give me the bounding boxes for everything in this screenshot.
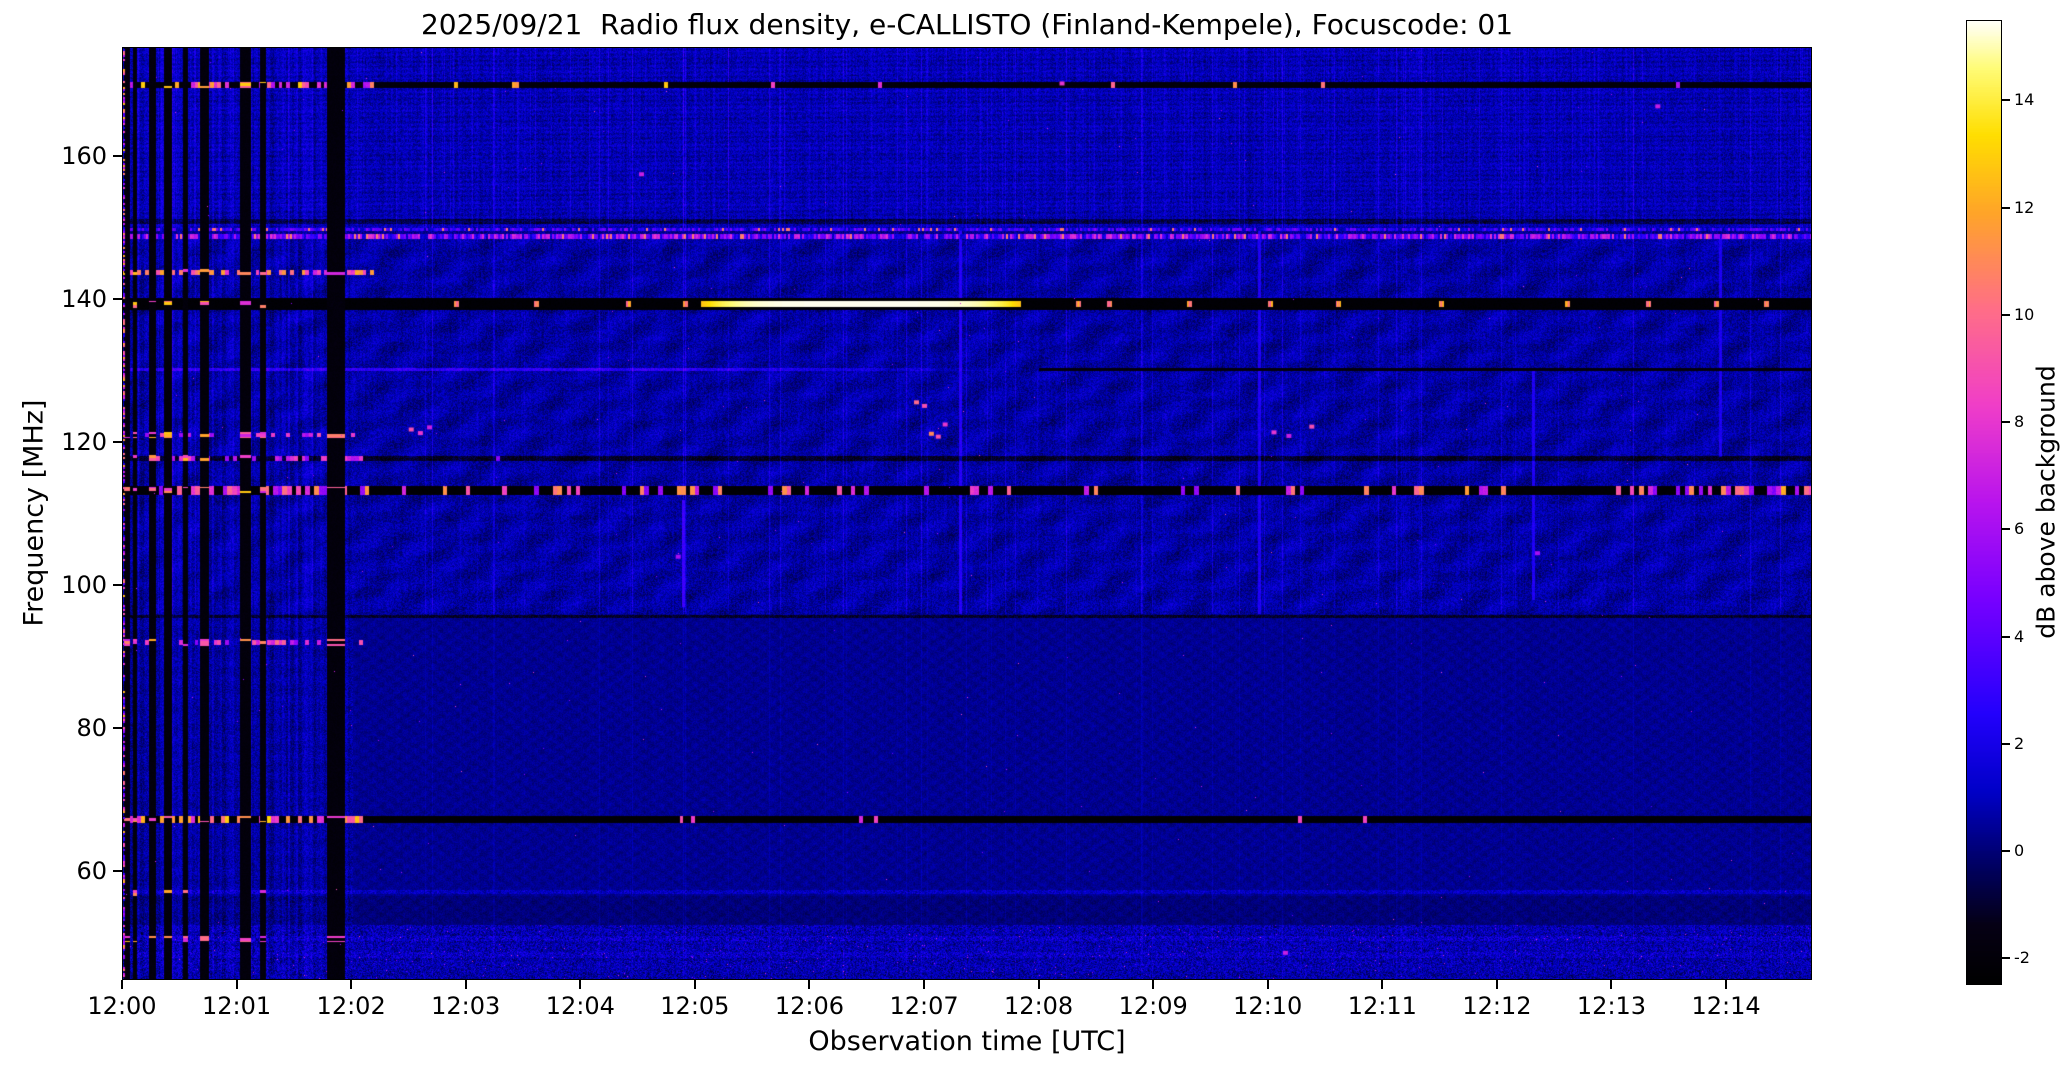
colorbar-tick-label: 0	[2014, 840, 2025, 860]
x-tick-label: 12:13	[1576, 992, 1647, 1020]
x-tick-mark	[235, 980, 238, 989]
x-tick-label: 12:06	[774, 992, 845, 1020]
y-tick-label: 80	[76, 714, 107, 743]
x-tick-mark	[464, 980, 467, 989]
x-tick-label: 12:07	[889, 992, 959, 1020]
x-tick-mark	[1381, 980, 1384, 989]
x-tick-mark	[1152, 980, 1155, 989]
colorbar-canvas	[1966, 20, 2002, 985]
y-axis-label: Frequency [MHz]	[18, 399, 50, 627]
x-tick-mark	[1725, 980, 1728, 989]
colorbar-tick-mark	[2002, 99, 2010, 102]
y-tick-mark	[113, 155, 122, 158]
x-tick-mark	[808, 980, 811, 989]
x-tick-label: 12:09	[1118, 992, 1188, 1020]
colorbar-tick-label: 12	[2014, 197, 2035, 217]
colorbar-tick-label: 2	[2014, 733, 2025, 753]
x-tick-label: 12:10	[1233, 992, 1303, 1020]
colorbar-tick-mark	[2002, 206, 2010, 209]
y-tick-mark	[113, 441, 122, 444]
colorbar-tick-label: 8	[2014, 412, 2025, 432]
y-tick-label: 60	[76, 857, 107, 886]
colorbar-tick-label: 10	[2014, 304, 2035, 324]
x-axis-label: Observation time [UTC]	[808, 1026, 1126, 1057]
colorbar-label: dB above background	[2031, 365, 2061, 639]
colorbar-tick-label: 14	[2014, 90, 2035, 110]
colorbar-tick-mark	[2002, 742, 2010, 745]
colorbar-tick-label: -2	[2014, 948, 2030, 968]
colorbar-tick-mark	[2002, 849, 2010, 852]
x-tick-label: 12:01	[201, 992, 272, 1020]
chart-title: 2025/09/21 Radio flux density, e-CALLIST…	[420, 8, 1514, 41]
y-tick-label: 140	[61, 285, 107, 314]
colorbar-tick-label: 4	[2014, 626, 2025, 646]
y-tick-mark	[113, 727, 122, 730]
colorbar-tick-label: 6	[2014, 519, 2025, 539]
colorbar-tick-mark	[2002, 635, 2010, 638]
x-tick-mark	[1266, 980, 1269, 989]
colorbar-tick-mark	[2002, 528, 2010, 531]
x-tick-label: 12:08	[1004, 992, 1074, 1020]
y-tick-label: 160	[61, 142, 107, 171]
x-tick-label: 12:11	[1347, 992, 1417, 1020]
x-tick-label: 12:04	[545, 992, 615, 1020]
colorbar-tick-mark	[2002, 313, 2010, 316]
x-tick-mark	[693, 980, 696, 989]
colorbar-tick-mark	[2002, 957, 2010, 960]
x-tick-label: 12:00	[87, 992, 157, 1020]
colorbar-tick-mark	[2002, 421, 2010, 424]
x-tick-label: 12:14	[1691, 992, 1761, 1020]
spectrogram-canvas	[122, 47, 1812, 980]
x-tick-mark	[121, 980, 123, 989]
x-tick-mark	[579, 980, 582, 989]
x-tick-label: 12:05	[660, 992, 730, 1020]
y-tick-mark	[113, 870, 122, 873]
x-tick-mark	[1495, 980, 1498, 989]
x-tick-mark	[1610, 980, 1613, 989]
y-tick-label: 100	[61, 571, 107, 600]
x-tick-label: 12:03	[431, 992, 501, 1020]
y-tick-label: 120	[61, 428, 107, 457]
x-tick-mark	[350, 980, 353, 989]
y-tick-mark	[113, 584, 122, 587]
x-tick-label: 12:12	[1462, 992, 1532, 1020]
y-tick-mark	[113, 298, 122, 301]
x-tick-mark	[1037, 980, 1040, 989]
x-tick-label: 12:02	[316, 992, 386, 1020]
x-tick-mark	[923, 980, 926, 989]
